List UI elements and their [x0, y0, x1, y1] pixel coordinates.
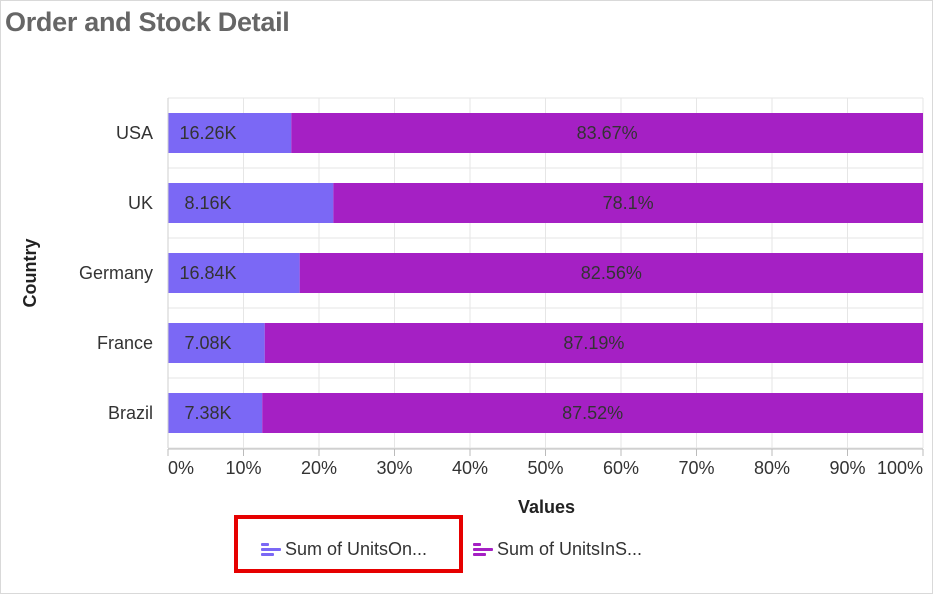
legend-item-series-2[interactable]: Sum of UnitsInS...	[473, 538, 642, 560]
data-label: 82.56%	[581, 263, 642, 283]
data-label: 7.08K	[184, 333, 231, 353]
bar-brazil-series-1[interactable]	[168, 393, 263, 433]
data-label: 7.38K	[184, 403, 231, 423]
legend-item-series-1[interactable]: Sum of UnitsOn...	[261, 538, 427, 560]
bar-france-series-2[interactable]	[264, 323, 923, 363]
y-tick-label: USA	[116, 123, 153, 143]
data-label: 16.26K	[179, 123, 236, 143]
y-tick-label: UK	[128, 193, 153, 213]
bar-usa-series-1[interactable]	[168, 113, 292, 153]
legend-label: Sum of UnitsInS...	[497, 538, 643, 559]
bar-series-icon	[261, 541, 281, 557]
x-tick-label: 100%	[877, 458, 923, 478]
bar-brazil-series-2[interactable]	[262, 393, 923, 433]
chart-title: Order and Stock Detail	[5, 7, 290, 37]
bar-france-series-1[interactable]	[168, 323, 265, 363]
x-tick-label: 60%	[603, 458, 639, 478]
data-label: 8.16K	[184, 193, 231, 213]
x-tick-label: 80%	[754, 458, 790, 478]
legend: Sum of UnitsOn... Sum of UnitsInS...	[237, 521, 931, 571]
legend-label: Sum of UnitsOn...	[285, 538, 428, 559]
data-label: 83.67%	[577, 123, 638, 143]
x-tick-label: 10%	[225, 458, 261, 478]
bar-uk-series-2[interactable]	[333, 183, 924, 223]
x-tick-label: 0%	[168, 458, 194, 478]
x-tick-label: 30%	[376, 458, 412, 478]
bar-usa-series-2[interactable]	[291, 113, 923, 153]
x-tick-label: 20%	[301, 458, 337, 478]
x-tick-label: 50%	[527, 458, 563, 478]
data-label: 16.84K	[179, 263, 236, 283]
bar-series-icon	[473, 541, 493, 557]
data-label: 87.52%	[562, 403, 623, 423]
bar-germany-series-2[interactable]	[299, 253, 923, 293]
y-tick-label: Germany	[79, 263, 153, 283]
x-tick-label: 70%	[678, 458, 714, 478]
highlight-box	[234, 515, 463, 573]
y-axis-title: Country	[20, 239, 40, 308]
x-axis-title: Values	[518, 497, 575, 517]
x-tick-label: 40%	[452, 458, 488, 478]
data-label: 87.19%	[563, 333, 624, 353]
y-tick-label: Brazil	[108, 403, 153, 423]
bar-uk-series-1[interactable]	[168, 183, 334, 223]
y-tick-label: France	[97, 333, 153, 353]
data-label: 78.1%	[603, 193, 654, 213]
bar-germany-series-1[interactable]	[168, 253, 300, 293]
x-tick-label: 90%	[829, 458, 865, 478]
